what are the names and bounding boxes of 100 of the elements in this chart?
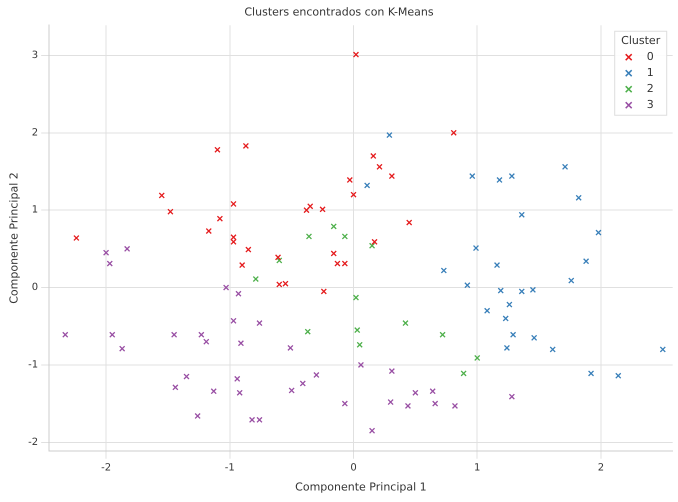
point — [256, 416, 263, 423]
point — [388, 368, 395, 374]
chart-title: Clusters encontrados con K-Means — [244, 5, 434, 18]
point — [307, 203, 314, 210]
legend-label: 0 — [646, 50, 654, 64]
point — [330, 223, 337, 230]
point — [203, 338, 210, 345]
point — [334, 260, 341, 267]
point — [248, 416, 256, 423]
point — [102, 250, 110, 256]
point — [183, 373, 190, 380]
point — [274, 254, 282, 260]
point — [282, 280, 289, 287]
point — [615, 372, 622, 379]
point — [469, 172, 476, 180]
x-tick-label: 2 — [598, 462, 604, 474]
point — [342, 260, 348, 267]
point — [342, 400, 348, 407]
point — [230, 200, 237, 208]
point — [595, 229, 602, 236]
point — [388, 398, 394, 406]
point — [167, 208, 174, 215]
point — [460, 370, 467, 377]
point — [109, 332, 116, 338]
point — [210, 388, 217, 394]
point — [562, 164, 568, 170]
point — [432, 400, 438, 407]
point — [386, 132, 393, 138]
point — [474, 354, 480, 362]
point — [235, 290, 242, 297]
point — [588, 370, 594, 377]
point — [287, 344, 294, 352]
point — [364, 182, 370, 189]
legend-label: 3 — [646, 98, 654, 112]
y-tick-label: -2 — [28, 436, 38, 448]
legend-label: 2 — [646, 82, 654, 96]
point — [370, 152, 376, 160]
point — [506, 301, 513, 308]
point — [352, 294, 360, 301]
point — [230, 318, 237, 324]
point — [354, 326, 360, 334]
point — [216, 216, 224, 222]
point — [568, 277, 574, 284]
point — [222, 284, 230, 291]
point — [350, 192, 357, 198]
point — [313, 372, 320, 378]
point — [276, 281, 282, 288]
point — [371, 238, 378, 245]
point — [502, 315, 509, 322]
y-tick-label: 2 — [32, 127, 38, 138]
point — [368, 242, 376, 249]
point — [576, 194, 582, 201]
legend-label: 1 — [646, 66, 654, 80]
point — [358, 362, 364, 368]
point — [119, 346, 126, 352]
point — [330, 250, 337, 257]
point — [368, 428, 376, 434]
point — [412, 390, 418, 396]
point — [440, 267, 447, 274]
point — [306, 233, 312, 240]
y-tick-label: -1 — [28, 360, 38, 370]
point — [464, 282, 470, 288]
y-tick-label: 1 — [32, 204, 38, 216]
x-tick-label: 0 — [350, 462, 357, 474]
point — [172, 384, 178, 390]
point — [171, 332, 178, 338]
point — [320, 288, 327, 295]
point — [256, 320, 263, 326]
point — [319, 206, 326, 212]
point — [510, 332, 516, 338]
point — [238, 340, 244, 346]
point — [439, 332, 446, 338]
y-axis-title: Componente Principal 2 — [7, 172, 20, 304]
point — [406, 219, 412, 226]
point — [239, 262, 246, 268]
point — [388, 172, 395, 180]
point — [62, 332, 68, 338]
point — [194, 412, 201, 420]
point — [550, 346, 556, 353]
legend-title: Cluster — [621, 34, 661, 48]
point — [404, 402, 412, 410]
x-tick-label: -1 — [224, 462, 235, 474]
point — [450, 130, 457, 136]
point — [158, 192, 165, 199]
point — [531, 334, 538, 341]
point — [498, 287, 504, 294]
point — [252, 276, 259, 282]
y-tick-label: 0 — [32, 282, 38, 294]
point — [300, 380, 306, 387]
point — [236, 390, 243, 396]
point — [530, 286, 536, 293]
point — [508, 394, 515, 400]
point — [582, 258, 590, 264]
point — [214, 146, 221, 153]
point — [452, 402, 458, 410]
point — [356, 342, 363, 348]
x-axis-title: Componente Principal 1 — [295, 480, 427, 494]
point — [508, 172, 515, 180]
point — [518, 212, 525, 218]
y-tick-label: 3 — [32, 50, 38, 61]
